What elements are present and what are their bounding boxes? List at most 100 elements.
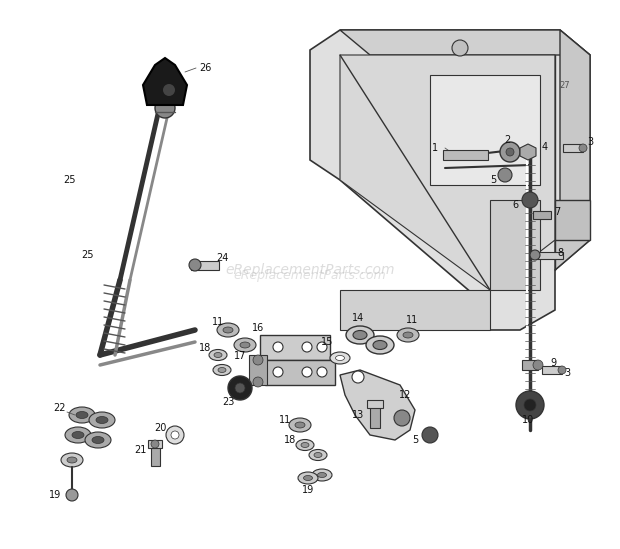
Ellipse shape bbox=[65, 427, 91, 443]
Text: 2: 2 bbox=[504, 135, 510, 145]
Circle shape bbox=[273, 367, 283, 377]
Circle shape bbox=[498, 168, 512, 182]
Text: 9: 9 bbox=[550, 358, 556, 368]
Text: 16: 16 bbox=[252, 323, 264, 333]
Text: 22: 22 bbox=[54, 403, 66, 413]
Ellipse shape bbox=[217, 323, 239, 337]
Text: eReplacementParts.com: eReplacementParts.com bbox=[225, 263, 395, 277]
Text: 21: 21 bbox=[134, 445, 146, 455]
Text: 12: 12 bbox=[399, 390, 411, 400]
Polygon shape bbox=[265, 360, 335, 385]
Ellipse shape bbox=[69, 407, 95, 423]
Circle shape bbox=[522, 192, 538, 208]
Circle shape bbox=[273, 342, 283, 352]
Polygon shape bbox=[430, 75, 540, 185]
Ellipse shape bbox=[296, 440, 314, 451]
Polygon shape bbox=[260, 335, 330, 360]
Text: 5: 5 bbox=[412, 435, 418, 445]
Text: 20: 20 bbox=[154, 423, 166, 433]
Circle shape bbox=[452, 40, 468, 56]
Ellipse shape bbox=[67, 457, 77, 463]
Ellipse shape bbox=[92, 436, 104, 444]
Ellipse shape bbox=[289, 418, 311, 432]
Circle shape bbox=[171, 431, 179, 439]
Ellipse shape bbox=[218, 367, 226, 373]
Polygon shape bbox=[143, 58, 187, 105]
Polygon shape bbox=[340, 370, 415, 440]
Circle shape bbox=[253, 355, 263, 365]
Circle shape bbox=[394, 410, 410, 426]
Ellipse shape bbox=[209, 350, 227, 361]
Ellipse shape bbox=[223, 327, 233, 333]
Circle shape bbox=[579, 144, 587, 152]
Text: 4: 4 bbox=[542, 142, 548, 152]
Text: 23: 23 bbox=[222, 397, 234, 407]
Text: 11: 11 bbox=[212, 317, 224, 327]
Ellipse shape bbox=[314, 452, 322, 457]
Polygon shape bbox=[340, 55, 555, 290]
Bar bbox=[563, 144, 583, 152]
Circle shape bbox=[500, 142, 520, 162]
Text: 5: 5 bbox=[490, 175, 496, 185]
Bar bbox=[522, 360, 538, 370]
Circle shape bbox=[163, 84, 175, 96]
Ellipse shape bbox=[61, 453, 83, 467]
Circle shape bbox=[516, 391, 544, 419]
Circle shape bbox=[524, 399, 536, 411]
Circle shape bbox=[235, 383, 245, 393]
Text: 17: 17 bbox=[234, 351, 246, 361]
Text: 3: 3 bbox=[564, 368, 570, 378]
Text: 25: 25 bbox=[64, 175, 76, 185]
Ellipse shape bbox=[213, 365, 231, 376]
Circle shape bbox=[558, 366, 566, 374]
Text: 14: 14 bbox=[352, 313, 364, 323]
Circle shape bbox=[317, 367, 327, 377]
Ellipse shape bbox=[373, 340, 387, 350]
Bar bbox=[443, 150, 487, 160]
Text: 11: 11 bbox=[406, 315, 418, 325]
Ellipse shape bbox=[234, 338, 256, 352]
Text: 8: 8 bbox=[557, 248, 563, 258]
Text: 18: 18 bbox=[284, 435, 296, 445]
Circle shape bbox=[352, 371, 364, 383]
Polygon shape bbox=[340, 290, 490, 330]
Ellipse shape bbox=[295, 422, 305, 428]
Ellipse shape bbox=[298, 472, 318, 484]
Polygon shape bbox=[310, 30, 590, 330]
Text: 11: 11 bbox=[279, 415, 291, 425]
Bar bbox=[191, 260, 219, 270]
Ellipse shape bbox=[366, 336, 394, 354]
Bar bbox=[367, 400, 383, 408]
Text: 18: 18 bbox=[199, 343, 211, 353]
Text: 25: 25 bbox=[82, 250, 94, 260]
Circle shape bbox=[317, 342, 327, 352]
Circle shape bbox=[228, 376, 252, 400]
Text: 15: 15 bbox=[321, 337, 333, 347]
Circle shape bbox=[530, 250, 540, 260]
Bar bbox=[249, 355, 267, 385]
Text: eReplacementParts.com: eReplacementParts.com bbox=[234, 268, 386, 282]
Text: 10: 10 bbox=[522, 415, 534, 425]
Text: 24: 24 bbox=[216, 253, 228, 263]
Ellipse shape bbox=[240, 342, 250, 348]
Ellipse shape bbox=[96, 417, 108, 423]
Ellipse shape bbox=[85, 432, 111, 448]
Ellipse shape bbox=[317, 473, 327, 478]
Circle shape bbox=[66, 489, 78, 501]
Text: 26: 26 bbox=[199, 63, 211, 73]
Ellipse shape bbox=[76, 412, 88, 418]
Text: 3: 3 bbox=[587, 137, 593, 147]
Ellipse shape bbox=[89, 412, 115, 428]
Ellipse shape bbox=[304, 475, 312, 480]
Circle shape bbox=[506, 148, 514, 156]
Bar bbox=[533, 251, 563, 259]
Bar bbox=[148, 440, 162, 448]
Circle shape bbox=[533, 360, 543, 370]
Ellipse shape bbox=[397, 328, 419, 342]
Ellipse shape bbox=[72, 432, 84, 439]
Circle shape bbox=[189, 259, 201, 271]
Text: 19: 19 bbox=[49, 490, 61, 500]
Ellipse shape bbox=[403, 332, 413, 338]
Circle shape bbox=[302, 367, 312, 377]
Ellipse shape bbox=[353, 330, 367, 339]
